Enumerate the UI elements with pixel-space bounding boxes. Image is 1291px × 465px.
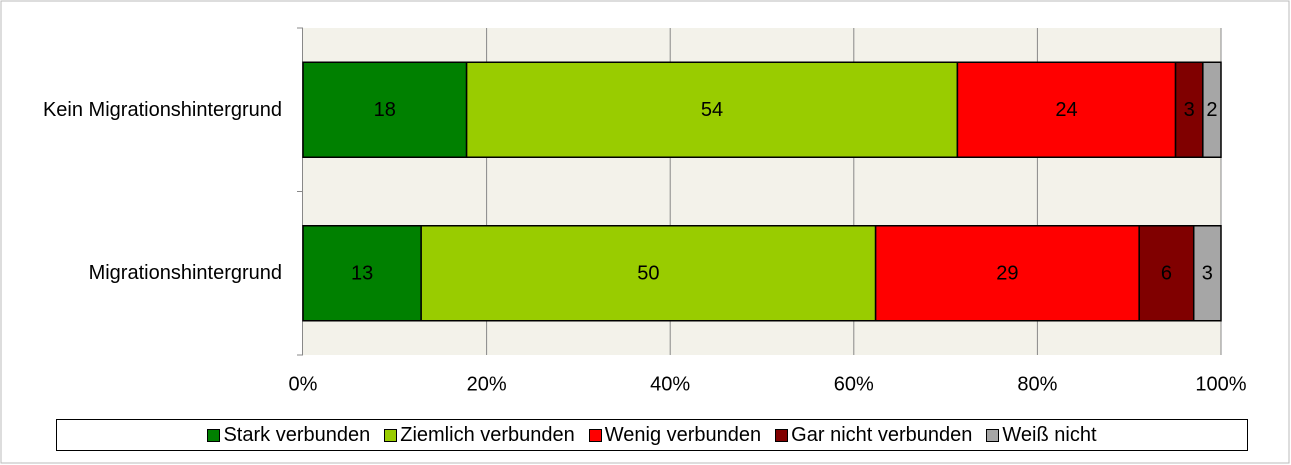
legend-label: Ziemlich verbunden <box>400 423 575 446</box>
legend-swatch <box>384 428 398 442</box>
legend-item: Gar nicht verbunden <box>775 424 972 447</box>
legend-label: Gar nicht verbunden <box>791 423 973 446</box>
bar-segment <box>420 225 877 322</box>
legend: Stark verbunden Ziemlich verbunden Wenig v… <box>56 419 1248 451</box>
bar-segment <box>956 61 1177 158</box>
x-tick-label: 40% <box>650 373 690 395</box>
data-label: 6 <box>1161 263 1172 285</box>
legend-swatch <box>986 428 1000 442</box>
data-label: 13 <box>351 263 373 285</box>
data-label: 3 <box>1202 263 1213 285</box>
data-label: 54 <box>701 99 723 121</box>
legend-swatch <box>775 428 789 442</box>
category-label-box: Kein Migrationshintergrund <box>43 80 282 140</box>
bar-segment <box>874 225 1140 322</box>
x-tick-label: 0% <box>289 373 318 395</box>
y-tick-label: Kein Migrationshintergrund <box>42 98 282 121</box>
x-tick-label: 20% <box>467 373 507 395</box>
data-label: 3 <box>1184 99 1195 121</box>
legend-label: Stark verbunden <box>223 423 371 446</box>
bar-segment <box>302 61 468 158</box>
bar-segment <box>465 61 959 158</box>
data-label: 2 <box>1206 99 1217 121</box>
legend-item: Weiß nicht <box>986 423 1097 447</box>
bar-segment <box>1174 61 1204 158</box>
category-label-box: Migrationshintergrund <box>89 243 282 303</box>
legend-item: Stark verbunden <box>207 424 370 447</box>
data-label: 18 <box>374 99 396 121</box>
data-label: 29 <box>996 263 1018 285</box>
bar-segment <box>302 225 422 322</box>
x-tick-label: 100% <box>1195 373 1246 395</box>
legend-swatch <box>207 428 221 442</box>
legend-swatch <box>588 428 602 442</box>
x-tick-label: 60% <box>834 373 874 395</box>
bar-segment <box>1138 225 1195 322</box>
legend-label: Weiß nicht <box>1002 423 1097 446</box>
bar-segment <box>1192 225 1222 322</box>
data-label: 24 <box>1055 99 1077 121</box>
data-label: 50 <box>637 263 659 285</box>
bar-segment <box>1202 61 1222 158</box>
legend-label: Wenig verbunden <box>604 423 762 446</box>
x-tick-label: 80% <box>1017 373 1057 395</box>
y-tick-label: Migrationshintergrund <box>88 262 282 285</box>
legend-item: Ziemlich verbunden <box>384 424 575 447</box>
legend-item: Wenig verbunden <box>588 423 762 447</box>
